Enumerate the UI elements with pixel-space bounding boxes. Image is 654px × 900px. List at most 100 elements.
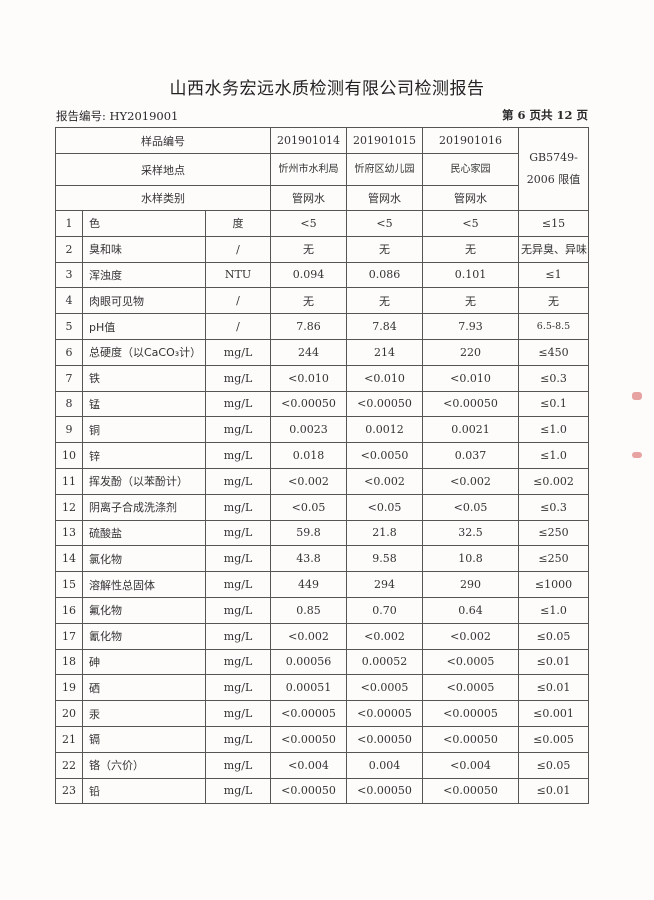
limit-value: ≤0.05 bbox=[518, 622, 590, 650]
result-value: <0.010 bbox=[346, 364, 424, 392]
table-row: 20 汞 mg/L <0.00005 <0.00005 <0.00005 ≤0.001 bbox=[55, 700, 590, 727]
header-row-sample-no: 样品编号 201901014 201901015 201901016 GB574… bbox=[54, 127, 590, 211]
row-number: 23 bbox=[55, 777, 83, 805]
unit: mg/L bbox=[204, 493, 272, 521]
sample-type: 管网水 bbox=[346, 185, 424, 211]
item-name: 铅 bbox=[82, 777, 206, 805]
unit: mg/L bbox=[204, 725, 272, 753]
result-value: 0.85 bbox=[270, 596, 348, 624]
result-value: 0.00056 bbox=[270, 648, 348, 676]
result-value: 0.70 bbox=[346, 596, 424, 624]
table-row: 23 铅 mg/L <0.00050 <0.00050 <0.00050 ≤0.01 bbox=[55, 777, 590, 805]
result-value: <5 bbox=[422, 210, 520, 237]
stamp-mark bbox=[632, 452, 642, 458]
result-value: <0.002 bbox=[346, 467, 424, 495]
row-number: 11 bbox=[55, 467, 83, 495]
unit: mg/L bbox=[204, 571, 272, 598]
unit: mg/L bbox=[204, 648, 272, 676]
result-value: 0.0012 bbox=[346, 416, 424, 444]
table-row: 13 硫酸盐 mg/L 59.8 21.8 32.5 ≤250 bbox=[55, 519, 590, 547]
table-row: 15 溶解性总固体 mg/L 449 294 290 ≤1000 bbox=[55, 571, 590, 598]
row-number: 13 bbox=[55, 519, 83, 547]
result-value: 0.101 bbox=[422, 261, 520, 289]
unit: mg/L bbox=[204, 751, 272, 779]
item-name: 肉眼可见物 bbox=[82, 287, 206, 315]
table-row: 9 铜 mg/L 0.0023 0.0012 0.0021 ≤1.0 bbox=[55, 416, 590, 444]
result-value: 32.5 bbox=[422, 519, 520, 547]
result-value: <0.010 bbox=[270, 364, 348, 392]
result-value: <0.002 bbox=[270, 622, 348, 650]
table-row: 16 氟化物 mg/L 0.85 0.70 0.64 ≤1.0 bbox=[55, 596, 590, 624]
result-value: 无 bbox=[270, 287, 348, 315]
result-value: <0.0050 bbox=[346, 442, 424, 469]
row-number: 16 bbox=[55, 596, 83, 624]
item-name: 铬（六价） bbox=[82, 751, 206, 779]
limit-value: ≤450 bbox=[518, 338, 590, 366]
limit-value: ≤1000 bbox=[518, 571, 590, 598]
row-number: 14 bbox=[55, 545, 83, 573]
result-value: 0.004 bbox=[346, 751, 424, 779]
unit: mg/L bbox=[204, 545, 272, 573]
result-value: <0.002 bbox=[422, 467, 520, 495]
result-value: 0.64 bbox=[422, 596, 520, 624]
unit: mg/L bbox=[204, 442, 272, 469]
unit: mg/L bbox=[204, 467, 272, 495]
sample-location: 忻州市水利局 bbox=[270, 153, 348, 186]
result-value: 290 bbox=[422, 571, 520, 598]
result-value: 220 bbox=[422, 338, 520, 366]
result-value: <0.004 bbox=[270, 751, 348, 779]
sample-type: 管网水 bbox=[270, 185, 348, 211]
result-value: 0.00052 bbox=[346, 648, 424, 676]
unit: mg/L bbox=[204, 519, 272, 547]
unit: mg/L bbox=[204, 390, 272, 418]
item-name: 铜 bbox=[82, 416, 206, 444]
item-name: 砷 bbox=[82, 648, 206, 676]
result-value: <0.00005 bbox=[346, 700, 424, 727]
result-value: 294 bbox=[346, 571, 424, 598]
row-number: 1 bbox=[55, 210, 83, 237]
limit-value: ≤0.001 bbox=[518, 700, 590, 727]
row-number: 8 bbox=[55, 390, 83, 418]
result-value: <0.05 bbox=[422, 493, 520, 521]
result-value: 244 bbox=[270, 338, 348, 366]
limit-value: ≤0.005 bbox=[518, 725, 590, 753]
result-value: <0.00050 bbox=[422, 777, 520, 805]
item-name: pH值 bbox=[82, 313, 206, 340]
unit: mg/L bbox=[204, 338, 272, 366]
unit: NTU bbox=[204, 261, 272, 289]
unit: mg/L bbox=[204, 700, 272, 727]
result-value: 0.0021 bbox=[422, 416, 520, 444]
unit: 度 bbox=[204, 210, 272, 237]
sample-location: 忻府区幼儿园 bbox=[346, 153, 424, 186]
result-value: <0.0005 bbox=[422, 674, 520, 702]
result-value: <0.010 bbox=[422, 364, 520, 392]
row-number: 6 bbox=[55, 338, 83, 366]
item-name: 浑浊度 bbox=[82, 261, 206, 289]
row-number: 19 bbox=[55, 674, 83, 702]
result-value: 无 bbox=[422, 235, 520, 263]
limit-value: 无 bbox=[518, 287, 590, 315]
result-value: 无 bbox=[422, 287, 520, 315]
row-number: 4 bbox=[55, 287, 83, 315]
item-name: 臭和味 bbox=[82, 235, 206, 263]
page-number: 第 6 页共 12 页 bbox=[501, 108, 588, 122]
unit: mg/L bbox=[204, 777, 272, 805]
item-name: 锌 bbox=[82, 442, 206, 469]
sample-type: 管网水 bbox=[422, 185, 520, 211]
table-row: 4 肉眼可见物 / 无无无无 bbox=[55, 287, 590, 315]
item-name: 汞 bbox=[82, 700, 206, 727]
sample-no-label: 样品编号 bbox=[54, 127, 272, 154]
result-value: 0.037 bbox=[422, 442, 520, 469]
results-table: 样品编号 201901014 201901015 201901016 GB574… bbox=[54, 127, 590, 805]
unit: mg/L bbox=[204, 596, 272, 624]
result-value: 10.8 bbox=[422, 545, 520, 573]
limit-value: ≤1 bbox=[518, 261, 590, 289]
row-number: 3 bbox=[55, 261, 83, 289]
unit: mg/L bbox=[204, 674, 272, 702]
unit: mg/L bbox=[204, 364, 272, 392]
item-name: 挥发酚（以苯酚计） bbox=[82, 467, 206, 495]
unit: mg/L bbox=[204, 416, 272, 444]
row-number: 22 bbox=[55, 751, 83, 779]
limit-value: ≤250 bbox=[518, 545, 590, 573]
item-name: 阴离子合成洗涤剂 bbox=[82, 493, 206, 521]
